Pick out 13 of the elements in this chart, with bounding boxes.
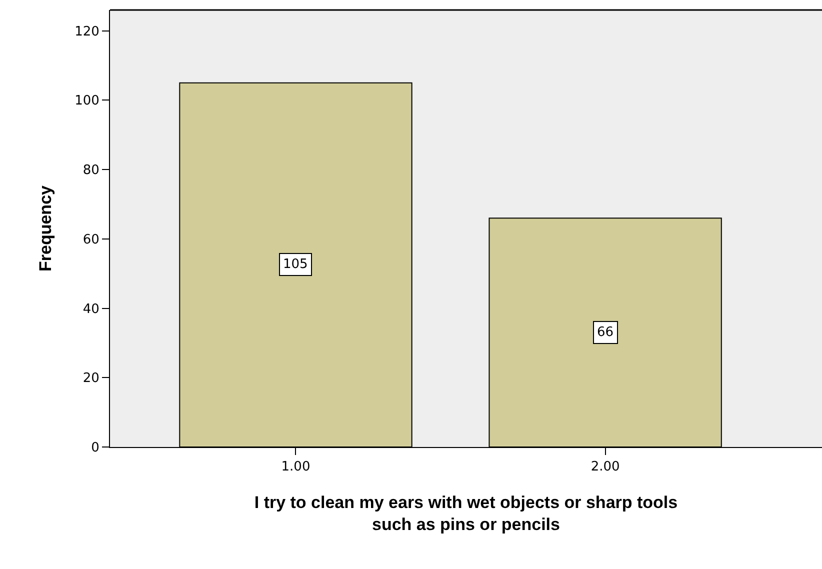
y-tick-label: 60 <box>82 232 100 248</box>
y-tick-label: 40 <box>82 302 100 317</box>
y-tick-label: 80 <box>82 163 100 178</box>
data-label: 66 <box>597 325 614 340</box>
x-tick-label: 1.00 <box>281 460 310 475</box>
y-axis-title: Frequency <box>36 184 56 272</box>
x-axis-title: I try to clean my ears with wet objects or sharp tools such as pins or pencils <box>254 493 678 534</box>
y-tick-label: 120 <box>74 24 100 40</box>
data-label: 105 <box>283 257 308 272</box>
y-tick-label: 20 <box>82 371 100 386</box>
y-tick-label: 0 <box>91 440 100 456</box>
x-tick-label: 2.00 <box>590 460 620 475</box>
y-tick-label: 100 <box>74 94 100 109</box>
